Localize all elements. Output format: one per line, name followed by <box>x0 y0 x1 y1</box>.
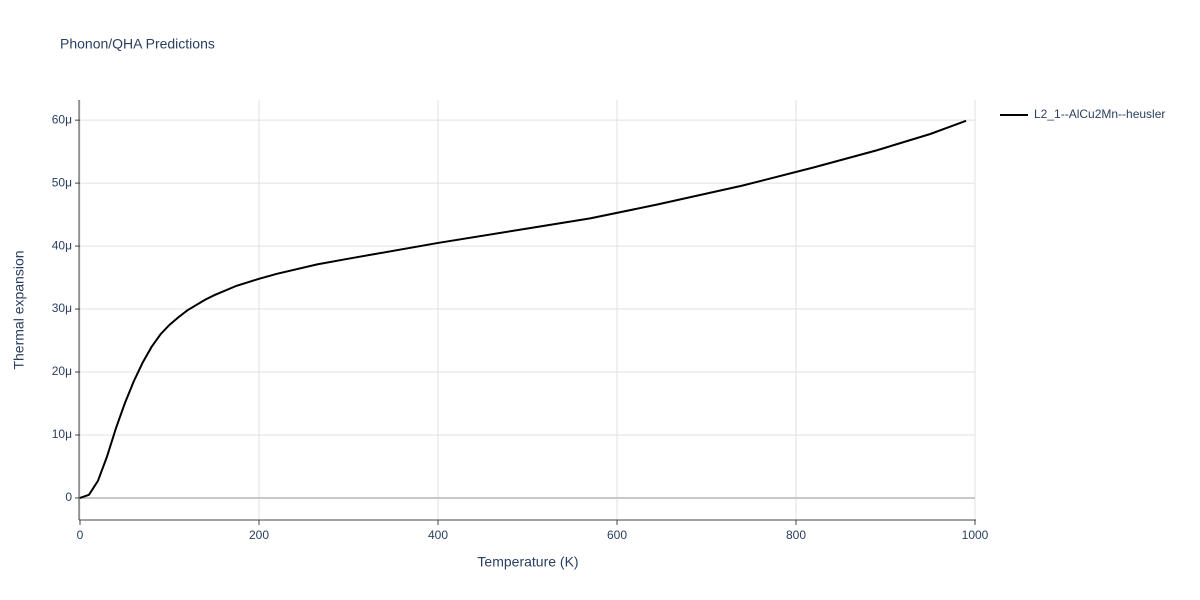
data-line <box>79 119 967 499</box>
y-tick-label: 0 <box>65 490 72 504</box>
plot <box>79 119 967 499</box>
y-tick-label: 40μ <box>52 238 72 252</box>
chart-title: Phonon/QHA Predictions <box>60 36 215 52</box>
x-tick-label: 200 <box>249 528 269 542</box>
y-axis-title: Thermal expansion <box>11 250 27 369</box>
x-tick-label: 600 <box>607 528 627 542</box>
x-tick-label: 800 <box>786 528 806 542</box>
y-tick-label: 30μ <box>52 301 72 315</box>
y-tick-label: 10μ <box>52 427 72 441</box>
x-tick-label: 1000 <box>962 528 989 542</box>
x-axis-title: Temperature (K) <box>477 554 578 570</box>
y-tick-label: 60μ <box>52 112 72 126</box>
legend-label: L2_1--AlCu2Mn--heusler <box>1034 107 1165 121</box>
x-tick-label: 400 <box>428 528 448 542</box>
y-tick-label: 20μ <box>52 364 72 378</box>
y-tick-label: 50μ <box>52 175 72 189</box>
grid <box>79 100 976 520</box>
x-tick-label: 0 <box>77 528 84 542</box>
